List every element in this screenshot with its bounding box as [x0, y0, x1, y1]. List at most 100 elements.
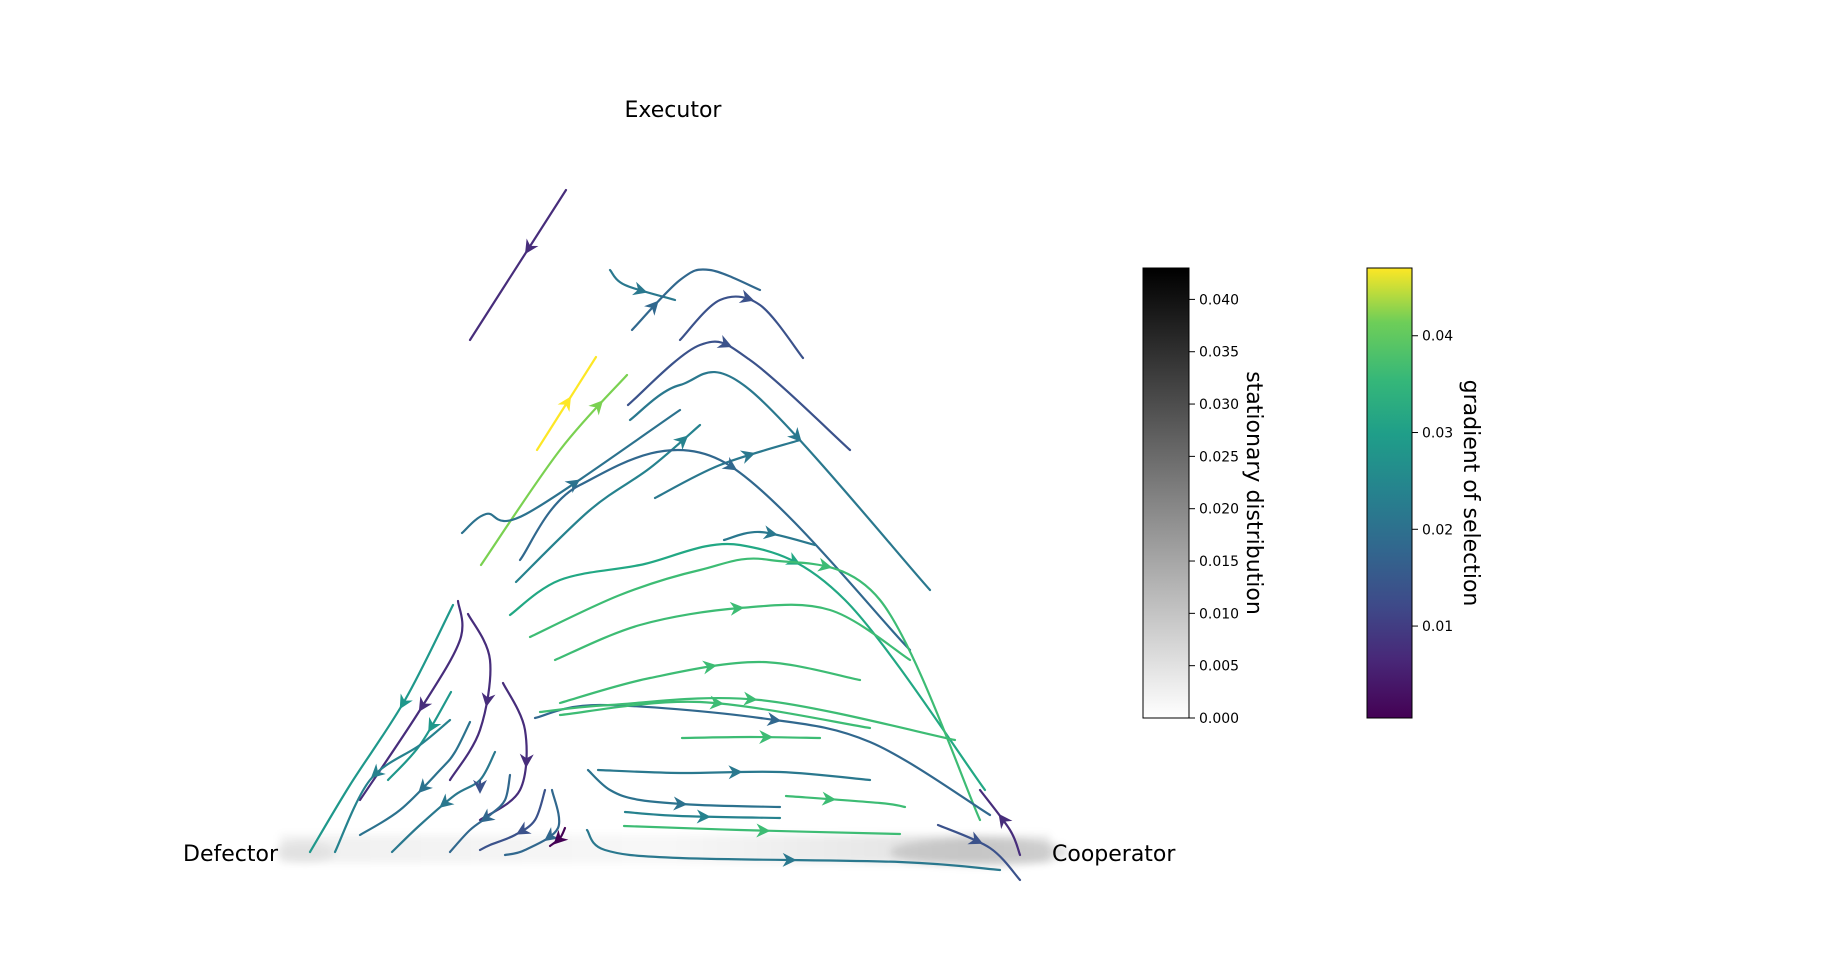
streamline — [514, 423, 702, 584]
streamline — [722, 530, 817, 547]
streamline-arrow — [370, 763, 386, 779]
streamline-arrow — [967, 831, 984, 845]
streamlines — [308, 188, 1022, 882]
colorbar-gradient-of-selection: 0.01 0.02 0.03 0.04 gradient of selection — [1366, 267, 1483, 719]
colorbar-tick-label: 0.030 — [1199, 397, 1239, 413]
streamline-arrow — [418, 696, 433, 712]
streamline-arrow — [729, 601, 745, 616]
streamline-arrow — [399, 693, 413, 710]
streamline — [390, 750, 497, 854]
streamline — [503, 788, 561, 857]
streamline — [528, 557, 982, 822]
colorbar-tick-label: 0.000 — [1199, 711, 1239, 727]
streamline-arrow — [721, 456, 738, 471]
colorbar-stationary-ticks: 0.000 0.005 0.010 0.015 0.020 0.025 0.030 0.035… — [1189, 292, 1239, 727]
streamline — [308, 603, 455, 854]
streamline-arrow — [817, 557, 833, 572]
streamline-arrow — [480, 808, 496, 823]
streamline-arrow — [743, 691, 758, 706]
colorbar-tick-label: 0.035 — [1199, 345, 1239, 361]
streamline — [533, 703, 992, 817]
streamline-arrow — [762, 525, 778, 540]
streamline — [508, 542, 987, 792]
vertex-label-defector: Defector — [183, 842, 279, 867]
streamline-arrow — [821, 791, 837, 806]
colorbar-tick-label: 0.04 — [1422, 329, 1453, 345]
colorbar-tick-label: 0.005 — [1199, 659, 1239, 675]
streamline — [558, 700, 872, 730]
streamline-arrow — [564, 479, 581, 494]
streamline-arrow — [428, 716, 442, 733]
streamline — [586, 768, 782, 809]
streamline — [585, 828, 1002, 872]
colorbar-gradient-ticks: 0.01 0.02 0.03 0.04 — [1412, 329, 1453, 635]
streamline — [784, 794, 907, 809]
streamline — [596, 768, 872, 782]
streamline — [678, 295, 805, 360]
streamline-arrow — [557, 396, 572, 412]
colorbar-stationary-fill — [1142, 267, 1190, 719]
streamline-arrow — [696, 809, 711, 824]
streamline — [358, 599, 464, 802]
streamline — [680, 735, 822, 740]
colorbar-tick-label: 0.025 — [1199, 449, 1239, 465]
streamline — [479, 373, 629, 567]
streamline-arrow — [524, 238, 539, 255]
streamline — [460, 408, 682, 535]
density-peak-defector — [275, 842, 335, 862]
streamline-arrow — [739, 450, 756, 464]
streamline-arrow — [673, 435, 689, 451]
streamline-arrow — [473, 779, 487, 794]
streamline — [623, 810, 782, 820]
colorbar-tick-label: 0.02 — [1422, 522, 1453, 538]
streamline — [448, 773, 512, 854]
streamline-arrow — [716, 334, 733, 348]
streamline-arrow — [998, 813, 1013, 830]
streamline — [333, 718, 452, 854]
streamline-arrow — [787, 426, 802, 443]
colorbar-tick-label: 0.03 — [1422, 426, 1453, 442]
streamline — [936, 823, 1022, 882]
streamline — [628, 371, 932, 592]
colorbar-stationary-label: stationary distribution — [1241, 371, 1266, 615]
streamline-arrow — [766, 712, 782, 726]
streamline-arrow — [702, 660, 718, 675]
streamline-arrow — [782, 852, 797, 867]
streamline-arrow — [418, 778, 433, 794]
colorbar-tick-label: 0.040 — [1199, 292, 1239, 308]
streamline-arrow — [516, 821, 532, 835]
streamline — [622, 824, 902, 836]
streamline — [608, 268, 677, 302]
streamline — [518, 448, 912, 652]
colorbar-tick-label: 0.020 — [1199, 502, 1239, 518]
colorbar-gradient-fill — [1366, 267, 1413, 719]
streamline — [653, 438, 802, 500]
streamline — [978, 788, 1022, 857]
colorbar-tick-label: 0.01 — [1422, 619, 1453, 635]
streamline — [468, 188, 568, 342]
streamline — [626, 340, 852, 452]
streamline-arrow — [553, 829, 569, 845]
streamline-arrow — [644, 300, 659, 316]
streamline-arrow — [544, 827, 560, 842]
streamline — [448, 612, 492, 782]
colorbar-stationary-distribution: 0.000 0.005 0.010 0.015 0.020 0.025 0.030 0.035… — [1142, 267, 1266, 727]
vertex-label-cooperator: Cooperator — [1052, 842, 1176, 867]
colorbar-tick-label: 0.010 — [1199, 606, 1239, 622]
streamline — [358, 720, 472, 837]
streamline-arrow — [728, 765, 743, 780]
streamline-arrow — [673, 796, 688, 811]
colorbar-gradient-label: gradient of selection — [1458, 380, 1483, 607]
streamline-arrow — [738, 289, 755, 304]
streamline-arrow — [632, 281, 648, 296]
vertex-label-executor: Executor — [625, 98, 723, 123]
streamline — [478, 788, 547, 852]
density-peak-cooperator — [890, 838, 1070, 866]
colorbar-tick-label: 0.015 — [1199, 554, 1239, 570]
streamline-arrow — [709, 695, 724, 710]
streamline-arrow — [439, 793, 455, 808]
streamline-arrow — [519, 753, 534, 769]
streamline-arrow — [756, 823, 771, 838]
streamline-arrow — [759, 730, 774, 745]
